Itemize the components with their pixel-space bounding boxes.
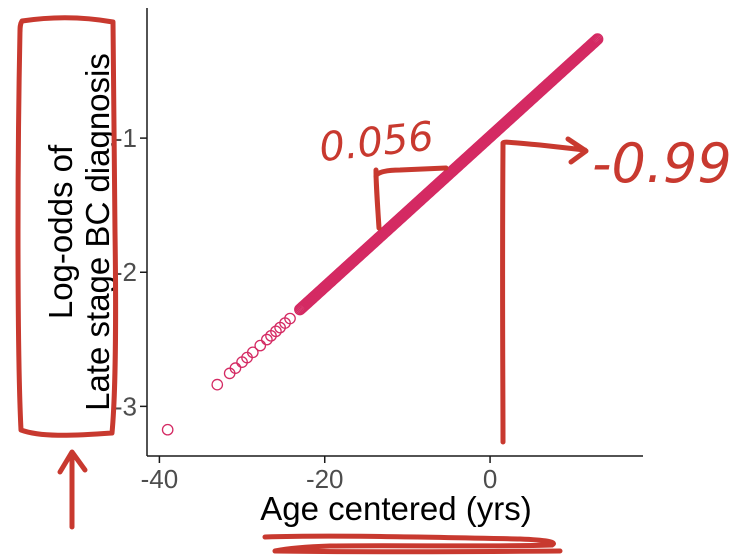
data-point: [589, 35, 602, 47]
intercept-annotation: -0.99: [592, 132, 732, 195]
data-point: [587, 36, 600, 49]
x-tick-label: -40: [141, 464, 179, 494]
data-point: [246, 346, 259, 359]
data-point: [211, 378, 224, 391]
data-point: [591, 33, 604, 45]
data-point: [588, 35, 601, 48]
x-tick-label: 0: [483, 464, 497, 494]
y-tick-label: -3: [114, 391, 137, 421]
data-points: [161, 33, 604, 436]
x-tick-label: -20: [306, 464, 344, 494]
slope-triangle-ink: [373, 165, 449, 231]
ticks: -40 -20 0 -1 -2 -3: [114, 123, 497, 494]
slope-annotation: 0.056: [317, 114, 436, 172]
ylabel-box-ink: [15, 15, 119, 438]
y-tick-label: -2: [114, 257, 137, 287]
data-point: [270, 325, 282, 338]
data-point: [161, 423, 174, 436]
data-point: [261, 333, 273, 346]
y-axis-title-line1: Log-odds of: [42, 144, 79, 319]
data-point: [229, 362, 242, 374]
intercept-bracket-ink: [500, 136, 589, 445]
xlabel-underline-ink: [262, 533, 563, 555]
y-tick-label: -1: [114, 123, 137, 153]
ink-annotations: 0.056 -0.99: [15, 15, 732, 555]
data-point: [254, 339, 267, 352]
y-axis-title-line2: Late stage BC diagnosis: [79, 53, 116, 411]
x-axis-title: Age centered (yrs): [260, 490, 531, 527]
up-arrow-ink: [57, 449, 88, 530]
data-point: [590, 34, 603, 46]
data-point: [284, 312, 296, 325]
